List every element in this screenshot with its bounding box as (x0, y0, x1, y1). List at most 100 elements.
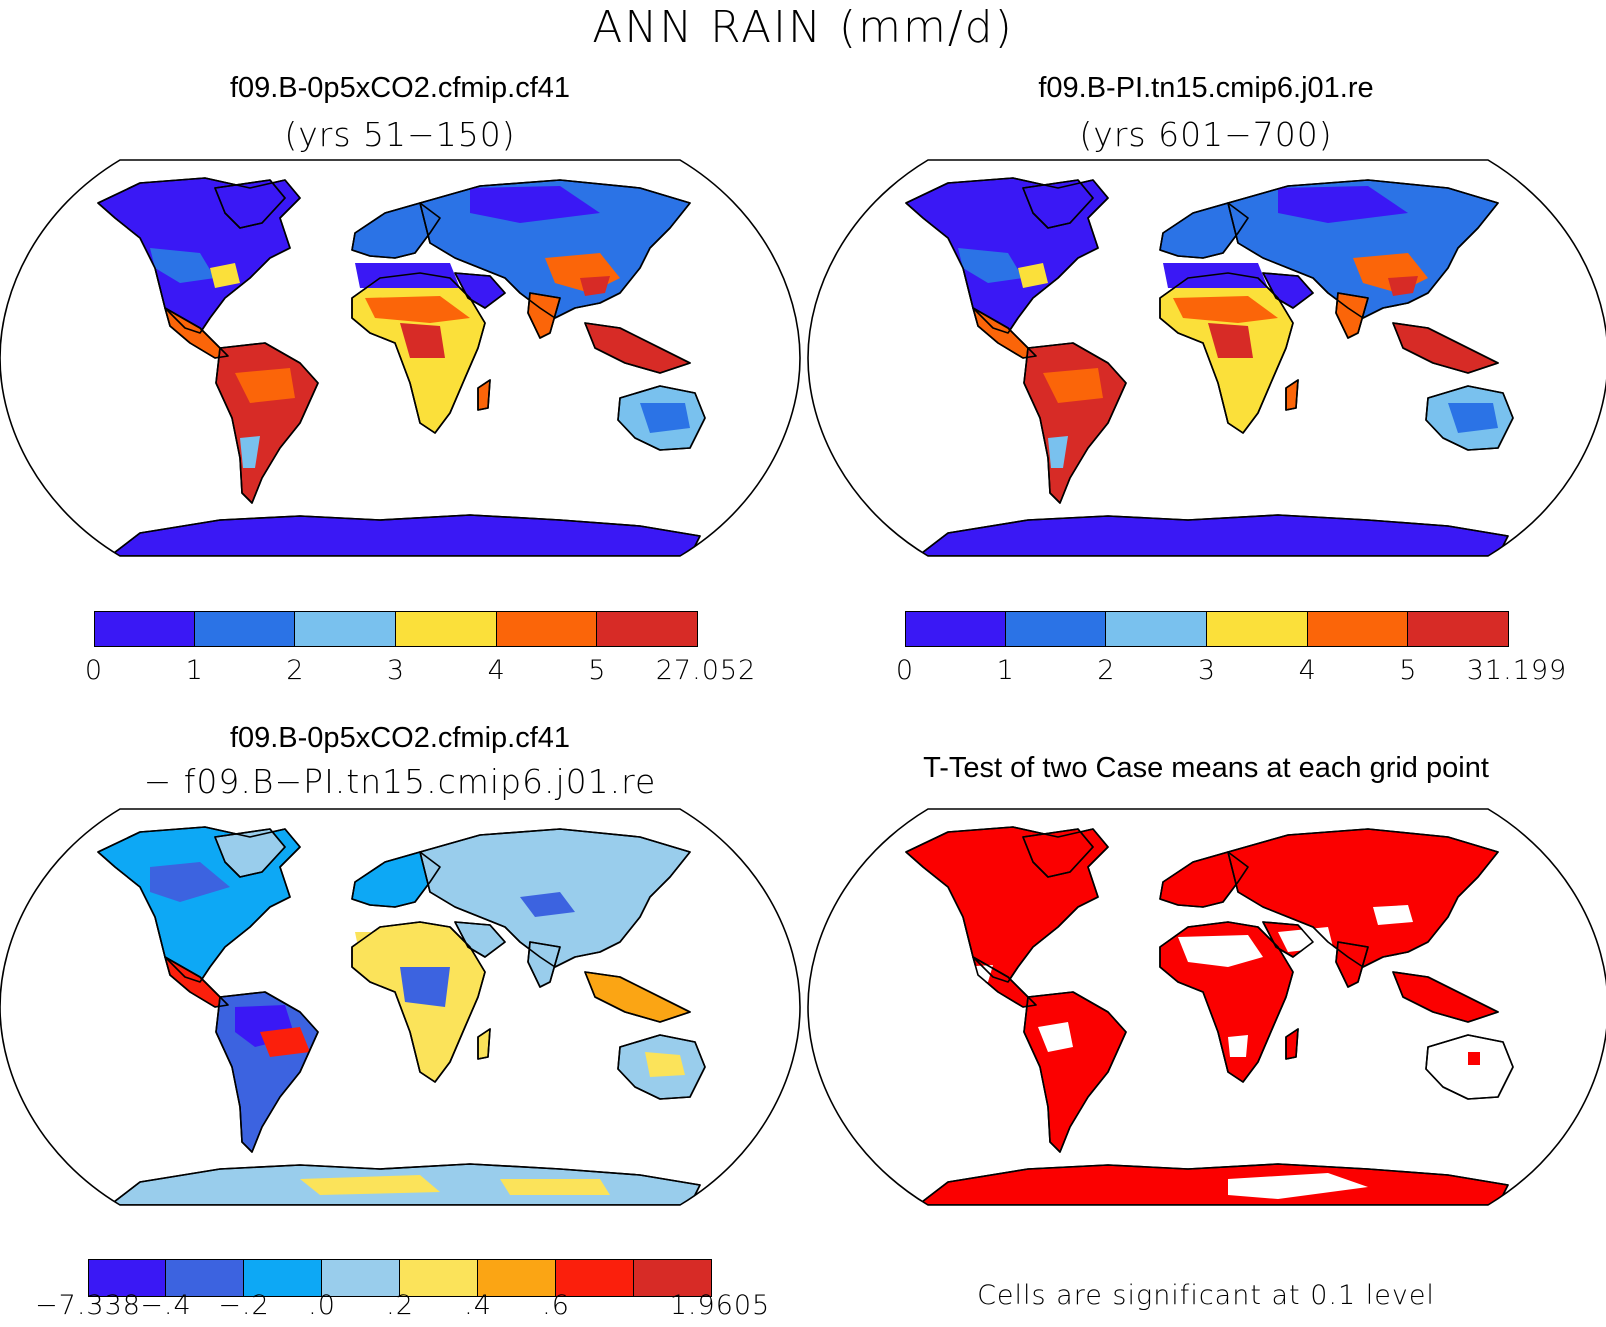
colorbar-segment (905, 611, 1006, 647)
coastline-arb (454, 272, 506, 309)
colorbar-tick-label: −7.338 (35, 1290, 141, 1321)
coastline-mad (1285, 1028, 1299, 1060)
colorbar-tick-label: −.4 (140, 1290, 192, 1321)
colorbar-top-right-labels: 0 1 2 3 4 5 31.199 (896, 655, 1566, 689)
coastline-na (97, 177, 301, 334)
field-region (1043, 368, 1103, 403)
colorbar-tick-label: 2 (286, 655, 305, 686)
colorbar-segment (496, 611, 598, 647)
coastline-sa (1023, 991, 1127, 1153)
panel-title-top-right: f09.B-PI.tn15.cmip6.j01.re (1038, 72, 1374, 104)
coastline-af (1159, 272, 1294, 434)
colorbar-segment (556, 1259, 634, 1297)
field-region (1448, 403, 1498, 433)
coastline-af (351, 921, 486, 1083)
field-region (1048, 436, 1068, 468)
colorbar-segment (88, 1259, 166, 1297)
coastline-sa (1023, 342, 1127, 504)
colorbar-top-right (905, 611, 1509, 647)
colorbar-tick-label: 3 (386, 655, 406, 686)
colorbar-segment (478, 1259, 556, 1297)
colorbar-tick-label: 5 (1399, 655, 1418, 686)
colorbar-tick-label: 31.199 (1466, 655, 1568, 686)
field-region (645, 1052, 685, 1077)
coastline-grn (214, 828, 286, 878)
coastline-af (351, 272, 486, 434)
field-region (240, 436, 260, 468)
colorbar-segment (634, 1259, 712, 1297)
coastline-au (617, 1034, 706, 1100)
colorbar-tick-label: 1.9605 (669, 1290, 771, 1321)
coastline-sea (584, 322, 691, 374)
colorbar-tick-label: 0 (84, 655, 104, 686)
coastline-ca (972, 956, 1037, 1008)
colorbar-tick-label: 4 (1298, 655, 1317, 686)
colorbar-segment (1408, 611, 1509, 647)
colorbar-tick-label: 27.052 (655, 655, 757, 686)
map-border (807, 808, 1606, 1206)
coastline-sa (215, 342, 319, 504)
coastline-ca (164, 307, 229, 359)
field-region (400, 967, 450, 1007)
colorbar-segment (1106, 611, 1207, 647)
field-region (580, 276, 610, 296)
field-region (1278, 186, 1408, 223)
coastline-arb (1262, 921, 1314, 958)
coastline-eu (1159, 202, 1249, 259)
colorbar-top-left (94, 611, 698, 647)
coastline-grn (1022, 828, 1094, 878)
coastline-grn (1022, 179, 1094, 229)
coastline-eu (351, 202, 441, 259)
map-border (807, 159, 1606, 557)
map-top-right (807, 159, 1606, 557)
coastline-eu (1159, 851, 1249, 908)
panel-subtitle-top-right: (yrs 601−700) (1079, 115, 1333, 154)
coastline-arb (1262, 272, 1314, 309)
coastline-ind (1335, 941, 1369, 988)
coastline-au (1425, 1034, 1514, 1100)
colorbar-segment (194, 611, 296, 647)
coastline-na (97, 826, 301, 983)
colorbar-segment (322, 1259, 400, 1297)
colorbar-segment (396, 611, 497, 647)
coastline-au (617, 385, 706, 451)
colorbar-tick-label: .6 (542, 1290, 570, 1321)
map-bottom-right (807, 808, 1606, 1206)
coastline-ind (527, 292, 561, 339)
coastline-as (1227, 828, 1499, 968)
field-region (365, 296, 470, 323)
field-region (1038, 1022, 1073, 1052)
map-top-left (0, 159, 801, 557)
colorbar-segment (1307, 611, 1409, 647)
coastline-mad (477, 379, 491, 411)
coastline-af (1159, 921, 1294, 1083)
coastline-ind (527, 941, 561, 988)
colorbar-tick-label: 5 (588, 655, 607, 686)
colorbar-segment (1005, 611, 1107, 647)
colorbar-tick-label: .2 (386, 1290, 414, 1321)
colorbar-segment (1207, 611, 1308, 647)
field-region (150, 248, 215, 283)
field-region (355, 263, 460, 288)
coastline-na (905, 826, 1109, 983)
coastline-ind (1335, 292, 1369, 339)
coastline-sea (1392, 971, 1499, 1023)
field-region (150, 862, 230, 902)
colorbar-segment (244, 1259, 322, 1297)
panel-subtitle-top-left: (yrs 51−150) (284, 115, 516, 154)
colorbar-tick-label: −.2 (218, 1290, 270, 1321)
map-border (0, 159, 801, 557)
coastline-arb (454, 921, 506, 958)
panel-subtitle-bottom-left: − f09.B−PI.tn15.cmip6.j01.re (143, 762, 657, 801)
colorbar-tick-label: 1 (185, 655, 204, 686)
colorbar-tick-label: 3 (1197, 655, 1217, 686)
coastline-sea (584, 971, 691, 1023)
colorbar-segment (597, 611, 698, 647)
map-border (0, 808, 801, 1206)
coastline-as (419, 828, 691, 968)
panel-title-top-left: f09.B-0p5xCO2.cfmip.cf41 (229, 72, 571, 104)
map-bottom-left (0, 808, 801, 1206)
panel-title-bottom-right: T-Test of two Case means at each grid po… (923, 752, 1489, 784)
field-region (1163, 263, 1268, 288)
field-region (1208, 323, 1253, 358)
